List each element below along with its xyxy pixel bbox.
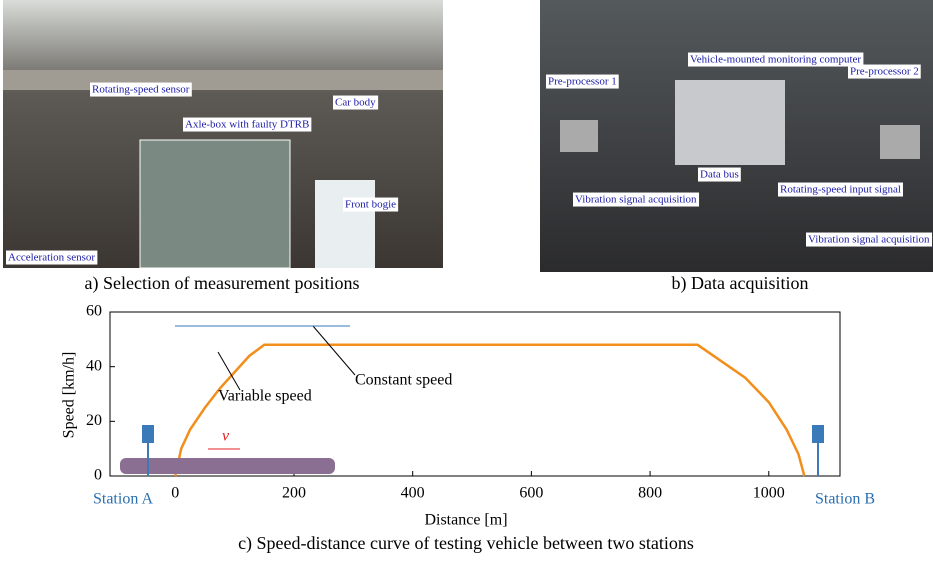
computer	[675, 80, 785, 165]
annotation-label: Axle-box with faulty DTRB	[185, 119, 309, 131]
x-tick-label: 400	[401, 485, 425, 502]
annotation-label: Vibration signal acquisition	[575, 194, 697, 206]
signal	[812, 425, 824, 443]
annotation-label: Data bus	[700, 169, 739, 181]
station-label: Station B	[815, 491, 875, 508]
leader	[313, 326, 355, 375]
annotation-label: Rotating-speed input signal	[780, 184, 901, 196]
x-tick-label: 1000	[753, 485, 785, 502]
x-tick-label: 600	[519, 485, 543, 502]
signal	[142, 425, 154, 443]
figure: a) Selection of measurement positions b)…	[0, 0, 933, 556]
annotation-label: Pre-processor 1	[548, 76, 617, 88]
y-tick-label: 40	[86, 357, 102, 374]
y-tick-label: 60	[86, 303, 102, 320]
y-axis-label: Speed [km/h]	[61, 352, 78, 439]
station-label: Station A	[93, 491, 153, 508]
pre-processor	[880, 125, 920, 159]
annotation-label: Rotating-speed sensor	[92, 84, 190, 96]
x-tick-label: 0	[171, 485, 179, 502]
y-tick-label: 20	[86, 412, 102, 429]
y-tick-label: 0	[94, 467, 102, 484]
inset-photo	[140, 140, 290, 268]
line-series	[175, 345, 804, 476]
annotation-label: Car body	[335, 97, 376, 109]
annotation: Variable speed	[218, 388, 312, 405]
annotation-label: Acceleration sensor	[8, 252, 95, 264]
annotation-label: Vibration signal acquisition	[808, 234, 930, 246]
train	[120, 458, 335, 474]
x-tick-label: 800	[638, 485, 662, 502]
x-tick-label: 200	[282, 485, 306, 502]
car-body	[3, 70, 443, 90]
caption: a) Selection of measurement positions	[85, 273, 360, 294]
x-axis-label: Distance [m]	[424, 512, 507, 529]
annotation-label: Pre-processor 2	[850, 66, 919, 78]
caption: b) Data acquisition	[672, 273, 809, 294]
annotation: Constant speed	[355, 372, 452, 389]
velocity-label: v	[222, 428, 230, 445]
annotation-label: Vehicle-mounted monitoring computer	[690, 54, 861, 66]
caption: c) Speed-distance curve of testing vehic…	[238, 533, 694, 554]
pre-processor	[560, 120, 598, 152]
support	[315, 180, 375, 268]
annotation-label: Front bogie	[345, 199, 396, 211]
